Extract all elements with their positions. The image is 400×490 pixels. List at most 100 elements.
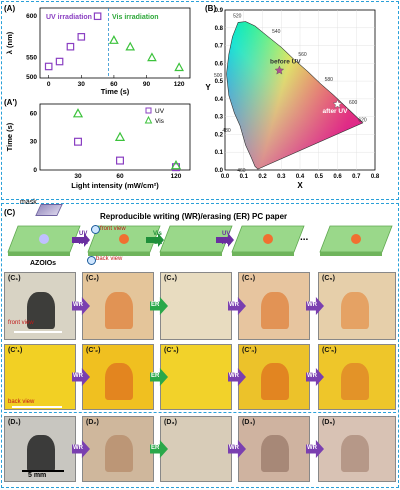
slab-edge	[8, 252, 70, 256]
panel-a-label: (A)	[4, 4, 16, 13]
y-tick-label: 0.0	[215, 168, 224, 174]
photo-label: (C₂)	[86, 275, 99, 282]
y-tick-label: 0.7	[215, 44, 224, 50]
annotation-after: after UV	[323, 108, 349, 115]
arrow-er: ER	[150, 297, 168, 315]
y-axis-label: Y	[205, 83, 211, 92]
x-tick-label: 0.5	[315, 174, 324, 180]
x-tick-label: 30	[74, 173, 82, 180]
arrow-wr: WR	[72, 368, 90, 386]
arrow-wr: WR	[306, 297, 324, 315]
photo-panel: (C₄)	[238, 272, 310, 340]
skier-figure	[351, 234, 361, 244]
photo-label: (C₄)	[242, 275, 256, 282]
y-tick-label: 0.3	[215, 115, 224, 121]
top-frame	[1, 1, 399, 200]
photo-label: (D₄)	[242, 419, 256, 426]
photo-panel: (C'₄)	[238, 344, 310, 410]
x-tick-label: 90	[143, 81, 151, 88]
photo-panel: (C'₁)	[4, 344, 76, 410]
plot-frame	[39, 7, 191, 79]
slab-edge	[88, 252, 150, 256]
pattern-figure	[105, 363, 133, 400]
data-point	[114, 131, 126, 142]
slab-edge	[320, 252, 382, 256]
arrow-label: ER	[151, 445, 160, 451]
slab-edge	[160, 252, 222, 256]
arrow-wr: WR	[228, 368, 246, 386]
x-tick-label: 30	[78, 81, 86, 88]
y-axis-label: Time (s)	[5, 122, 14, 151]
x-axis-label: Time (s)	[101, 87, 130, 96]
wavelength-label: 520	[233, 14, 242, 20]
photo-label: (C'₅)	[322, 347, 337, 354]
photo-label: (C₃)	[164, 275, 177, 282]
annotation-before: before UV	[270, 58, 301, 65]
pattern-figure	[261, 292, 289, 330]
photo-label: (D₁)	[8, 419, 21, 426]
wr-label-2: WR	[221, 240, 231, 246]
wavelength-label: 580	[325, 77, 334, 83]
y-tick-label: 0.2	[215, 132, 224, 138]
legend-uv: UV irradiation	[46, 14, 92, 21]
arrow-label: WR	[307, 302, 317, 308]
data-point	[147, 52, 157, 62]
photo-label: (D₂)	[86, 419, 99, 426]
photo-label: (C'₁)	[8, 347, 23, 354]
y-tick-label: 0.4	[215, 97, 224, 103]
photo-panel: (C'₃)	[160, 344, 232, 410]
front-view-label: front view	[100, 226, 126, 232]
panel-b-label: (B)	[205, 4, 217, 13]
gamut-purple	[226, 21, 363, 170]
legend-vis-marker	[144, 115, 153, 124]
photo-label: (C₅)	[322, 275, 335, 282]
x-tick-label: 0.7	[352, 174, 361, 180]
azo-label: AZOIOs	[30, 260, 57, 267]
photo-panel: (C₁)	[4, 272, 76, 340]
data-point	[73, 137, 82, 146]
arrow-wr: WR	[228, 297, 246, 315]
photo-label: (C'₂)	[86, 347, 101, 354]
photo-label: (D₅)	[322, 419, 335, 426]
pattern-figure	[261, 435, 289, 472]
y-tick-label: 600	[26, 13, 37, 20]
data-point	[77, 33, 86, 41]
arrow-wr: WR	[306, 368, 324, 386]
pattern-figure	[105, 292, 133, 330]
arrow-label: WR	[307, 373, 317, 379]
x-tick-label: 60	[110, 81, 118, 88]
y-axis-label: λ (nm)	[5, 31, 14, 54]
legend-uv: UV	[155, 108, 165, 115]
slab-edge	[232, 252, 294, 256]
panel-a1-label: (A')	[4, 98, 18, 107]
eye-icon	[87, 256, 96, 265]
photo-panel: (D₄)	[238, 416, 310, 482]
front-view-caption: front view	[8, 320, 34, 326]
uv-label-2: UV	[222, 231, 231, 237]
ellipsis: ...	[300, 232, 309, 243]
arrow-label: ER	[151, 302, 160, 308]
skier-figure	[39, 234, 49, 244]
mask-label: mask	[20, 199, 37, 206]
photo-panel: (C'₅)	[318, 344, 396, 410]
photo-panel: (C₅)	[318, 272, 396, 340]
y-tick-label: 0.8	[215, 26, 224, 32]
wr-label: WR	[78, 240, 88, 246]
process-arrow	[146, 233, 164, 247]
arrow-wr: WR	[228, 440, 246, 458]
process-arrow	[72, 233, 90, 247]
pattern-figure	[27, 435, 55, 472]
data-point	[66, 42, 75, 51]
scale-label: 5 mm	[28, 472, 47, 479]
chart-b: 0.0 0.1 0.2 0.3 0.4 0.5 0.6 0.7 0.8 0.0 0.1 0.2 0.3 0…	[205, 8, 380, 190]
data-point	[55, 57, 64, 66]
scale-bar	[22, 470, 64, 472]
data-point	[115, 156, 124, 165]
data-point	[109, 35, 119, 44]
x-tick-label: 0.4	[296, 174, 305, 180]
chart-a1: 30 60 120 0 30 60 UV Vis Light intensity (mW/cm²…	[5, 103, 191, 190]
data-point	[332, 99, 343, 109]
arrow-er: ER	[150, 368, 168, 386]
arrow-wr: WR	[306, 440, 324, 458]
wavelength-label: 460	[237, 168, 246, 174]
